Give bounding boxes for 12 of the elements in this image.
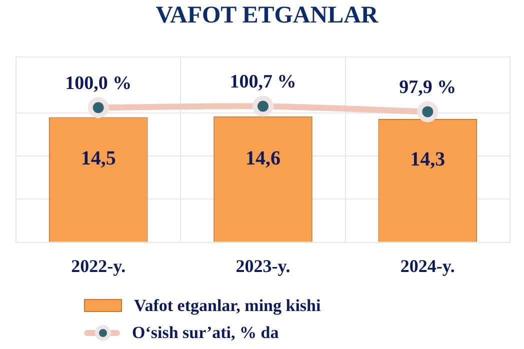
data-label: 100,0 %	[65, 73, 132, 94]
chart-title: VAFOT ETGANLAR	[156, 2, 379, 29]
data-label: 14,3	[410, 148, 446, 171]
data-label: 14,5	[80, 148, 116, 170]
x-tick-label: 2023-y.	[236, 256, 290, 276]
x-tick-label: 2022-y.	[71, 256, 126, 276]
legend-label: Vafot etganlar, ming kishi	[134, 296, 321, 316]
data-label: 14,6	[246, 147, 280, 170]
x-tick-label: 2024-y.	[400, 256, 455, 276]
data-label: 100,7 %	[230, 72, 296, 93]
legend-label: O‘sish sur’ati, % da	[132, 322, 279, 342]
data-label: 97,9 %	[399, 77, 456, 98]
